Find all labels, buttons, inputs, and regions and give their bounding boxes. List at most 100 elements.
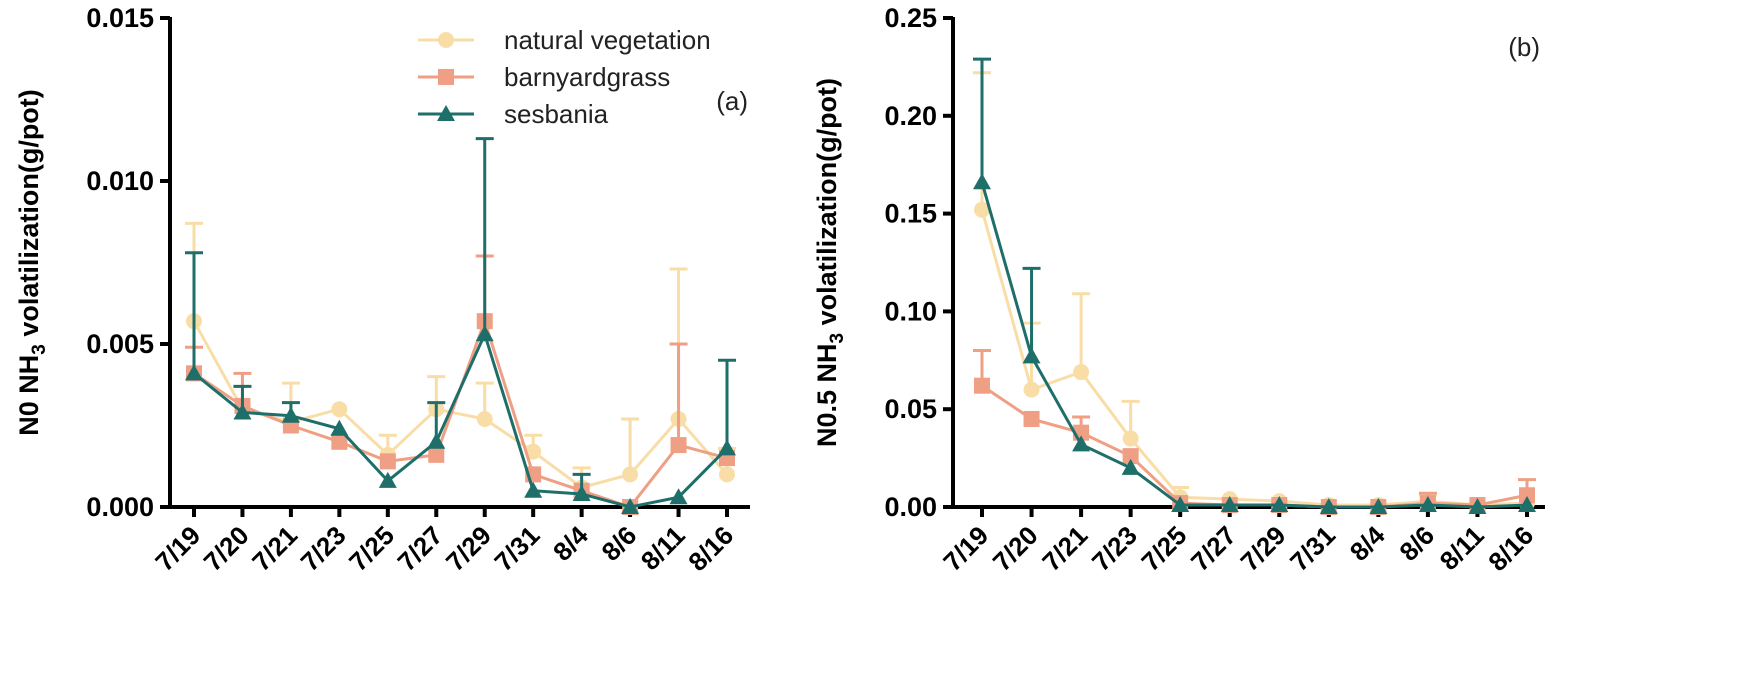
- data-point: [973, 173, 991, 190]
- series-barnyardgrass: [973, 349, 1536, 515]
- series-sesbania: [973, 57, 1536, 514]
- y-tick-label: 0.005: [86, 329, 154, 359]
- data-point: [1023, 381, 1040, 398]
- data-point: [1122, 430, 1139, 447]
- x-tick-label: 7/31: [488, 520, 545, 577]
- data-point: [1468, 498, 1487, 514]
- data-point: [331, 433, 348, 450]
- x-tick-label: 7/27: [1185, 520, 1242, 577]
- y-axis-label-subscript: 3: [827, 333, 848, 344]
- x-tick-label: 7/29: [1235, 520, 1292, 577]
- y-axis-label-subscript: 3: [29, 344, 50, 355]
- panel-a: 0.000 0.005 0.010 0.015 7/197/207/217/237/25…: [14, 3, 750, 577]
- x-tick-label: 7/21: [246, 520, 303, 577]
- y-tick-label: 0.15: [884, 199, 937, 229]
- series-line: [981, 384, 1528, 509]
- data-point: [669, 488, 688, 505]
- legend-marker: [438, 69, 454, 85]
- data-point: [331, 401, 348, 418]
- x-tick-label: 7/20: [987, 520, 1044, 577]
- data-point: [622, 466, 639, 483]
- y-axis-label-prefix: N0.5 NH: [812, 344, 842, 448]
- y-axis-label-suffix: volatilization(g/pot): [14, 89, 44, 344]
- data-point: [1220, 496, 1239, 513]
- y-tick-label: 0.00: [884, 492, 937, 522]
- x-tick-label: 8/4: [547, 520, 594, 567]
- legend-label: natural vegetation: [504, 25, 711, 55]
- series-natural-vegetation: [185, 221, 736, 496]
- data-point: [1369, 498, 1388, 514]
- data-point: [524, 481, 543, 498]
- data-point: [476, 410, 493, 427]
- x-tick-label: 8/6: [1393, 520, 1440, 567]
- data-point: [1518, 496, 1536, 513]
- data-point: [427, 432, 446, 449]
- x-tick-label: 8/11: [1434, 520, 1490, 576]
- data-point: [1519, 487, 1535, 504]
- y-tick-label: 0.10: [884, 296, 937, 326]
- x-tick-label: 7/23: [295, 520, 352, 577]
- data-point: [1121, 458, 1140, 475]
- data-point: [378, 471, 397, 488]
- data-point: [974, 201, 990, 218]
- y-tick-label: 0.015: [86, 3, 154, 33]
- x-tick-label: 7/29: [440, 520, 497, 577]
- data-point: [1073, 364, 1090, 381]
- series-line: [193, 329, 729, 509]
- legend-label: barnyardgrass: [504, 62, 670, 92]
- data-point: [475, 325, 494, 342]
- legend-marker: [438, 32, 454, 48]
- data-point: [379, 453, 396, 470]
- data-point: [233, 403, 252, 420]
- data-point: [1319, 498, 1338, 514]
- x-tick-label: 7/20: [198, 520, 255, 577]
- panel-tag: (b): [1508, 32, 1540, 62]
- legend-marker: [437, 105, 455, 121]
- data-point: [281, 406, 300, 423]
- data-point: [621, 498, 640, 514]
- y-tick-label: 0.25: [884, 3, 937, 33]
- x-tick-label: 7/25: [343, 520, 400, 577]
- series-line: [980, 181, 1528, 509]
- y-axis-label-suffix: volatilization(g/pot): [812, 78, 842, 333]
- data-point: [1171, 496, 1190, 513]
- series-natural-vegetation: [973, 71, 1535, 514]
- x-tick-label: 7/19: [937, 520, 994, 577]
- x-tick-label: 7/25: [1135, 520, 1192, 577]
- data-point: [719, 466, 735, 483]
- data-point: [1418, 496, 1437, 513]
- data-point: [1022, 347, 1041, 364]
- legend: natural vegetation barnyardgrass sesbania: [418, 25, 711, 129]
- series-line: [192, 320, 729, 490]
- panel-b: 0.00 0.05 0.10 0.15 0.20 0.25 7/197/207/217/23…: [812, 3, 1545, 577]
- x-tick-label: 8/16: [682, 520, 739, 577]
- data-point: [1270, 496, 1289, 513]
- data-point: [330, 419, 349, 436]
- x-tick-label: 7/23: [1086, 520, 1143, 577]
- panel-tag: (a): [716, 86, 748, 116]
- data-point: [525, 443, 542, 460]
- data-point: [718, 439, 736, 456]
- x-tick-label: 8/16: [1482, 520, 1539, 577]
- data-point: [572, 484, 591, 501]
- data-point: [1122, 448, 1139, 465]
- x-tick-label: 7/19: [149, 520, 206, 577]
- y-tick-label: 0.20: [884, 101, 937, 131]
- y-tick-label: 0.000: [86, 492, 154, 522]
- legend-label: sesbania: [504, 99, 609, 129]
- y-tick-label: 0.010: [86, 166, 154, 196]
- x-tick-label: 7/21: [1036, 520, 1093, 577]
- series-line: [980, 209, 1528, 507]
- y-axis-label-prefix: N0 NH: [14, 355, 44, 436]
- data-point: [974, 377, 990, 394]
- x-tick-label: 8/11: [635, 520, 691, 576]
- data-point: [185, 364, 203, 381]
- x-tick-label: 7/31: [1284, 520, 1341, 577]
- x-tick-label: 8/6: [596, 520, 643, 567]
- data-point: [1072, 435, 1091, 452]
- series-sesbania: [185, 137, 736, 514]
- data-point: [670, 437, 687, 454]
- data-point: [428, 446, 445, 463]
- y-tick-label: 0.05: [884, 394, 937, 424]
